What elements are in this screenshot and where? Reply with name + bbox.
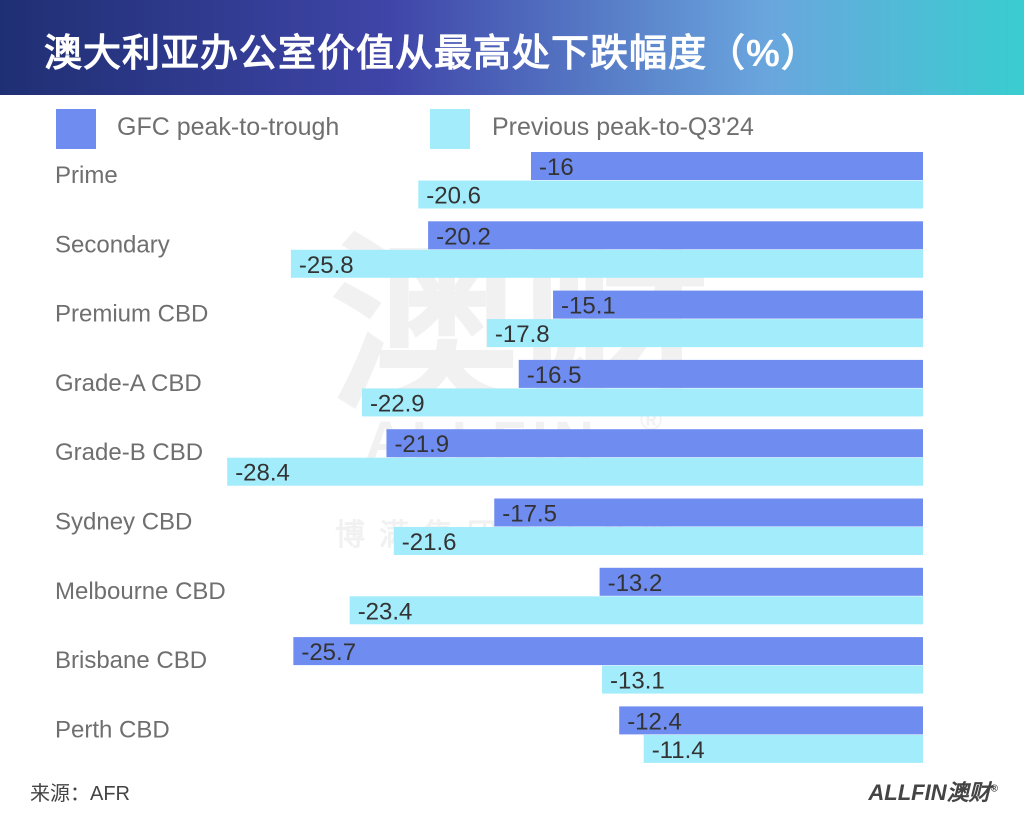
data-label: -21.9 — [394, 431, 449, 458]
bar — [486, 319, 923, 348]
data-label: -11.4 — [652, 737, 705, 764]
legend-label-gfc: GFC peak-to-trough — [117, 113, 340, 141]
bar — [349, 596, 923, 625]
category-label: Melbourne CBD — [55, 578, 226, 605]
brand-logo: ALLFIN澳财® — [868, 775, 998, 807]
bar — [619, 706, 923, 735]
category-label: Brisbane CBD — [55, 647, 207, 674]
bar — [602, 665, 923, 694]
category-label: Prime — [55, 162, 118, 189]
data-label: -16 — [539, 154, 574, 181]
data-label: -20.6 — [426, 183, 481, 210]
bar — [643, 734, 923, 763]
bar — [428, 221, 923, 250]
category-label: Sydney CBD — [55, 509, 192, 536]
category-label: Grade-B CBD — [55, 439, 203, 466]
legend-label-previous: Previous peak-to-Q3'24 — [492, 113, 754, 141]
data-label: -22.9 — [370, 390, 425, 417]
source-note: 来源：AFR — [30, 783, 130, 805]
bar — [531, 152, 923, 180]
bar — [290, 249, 923, 278]
data-label: -21.6 — [402, 529, 457, 556]
category-label: Premium CBD — [55, 301, 208, 328]
bar — [386, 429, 923, 458]
data-label: -13.2 — [608, 570, 663, 597]
category-label: Secondary — [55, 231, 170, 258]
bar — [393, 527, 923, 555]
data-label: -25.7 — [301, 639, 356, 666]
bar — [227, 457, 923, 486]
brand-logo-text: ALLFIN澳财 — [868, 780, 991, 805]
data-label: -13.1 — [610, 668, 665, 695]
data-label: -17.5 — [502, 501, 557, 528]
bar — [361, 388, 923, 417]
bar — [418, 180, 923, 209]
data-label: -12.4 — [627, 708, 682, 735]
data-label: -20.2 — [436, 223, 491, 250]
bar-layer — [227, 152, 924, 763]
category-label: Perth CBD — [55, 716, 170, 743]
bar — [494, 498, 923, 527]
chart-title: 澳大利亚办公室价值从最高处下跌幅度（%） — [44, 33, 820, 75]
label-layer: Prime -16 -20.6 Secondary -20.2 -25.8 Premium … — [55, 154, 705, 764]
data-label: -25.8 — [299, 252, 354, 279]
bar — [518, 359, 923, 388]
data-label: -28.4 — [235, 460, 290, 487]
data-label: -17.8 — [495, 321, 550, 348]
legend-swatch-previous — [430, 109, 470, 149]
bar — [553, 290, 923, 319]
bar — [293, 637, 924, 666]
category-label: Grade-A CBD — [55, 370, 202, 397]
bar — [599, 567, 923, 596]
data-label: -15.1 — [561, 293, 616, 320]
data-label: -16.5 — [527, 362, 582, 389]
data-label: -23.4 — [358, 598, 413, 625]
legend-swatch-gfc — [56, 109, 96, 149]
brand-logo-registered: ® — [990, 783, 998, 795]
header-banner: 澳大利亚办公室价值从最高处下跌幅度（%） — [0, 0, 1024, 95]
